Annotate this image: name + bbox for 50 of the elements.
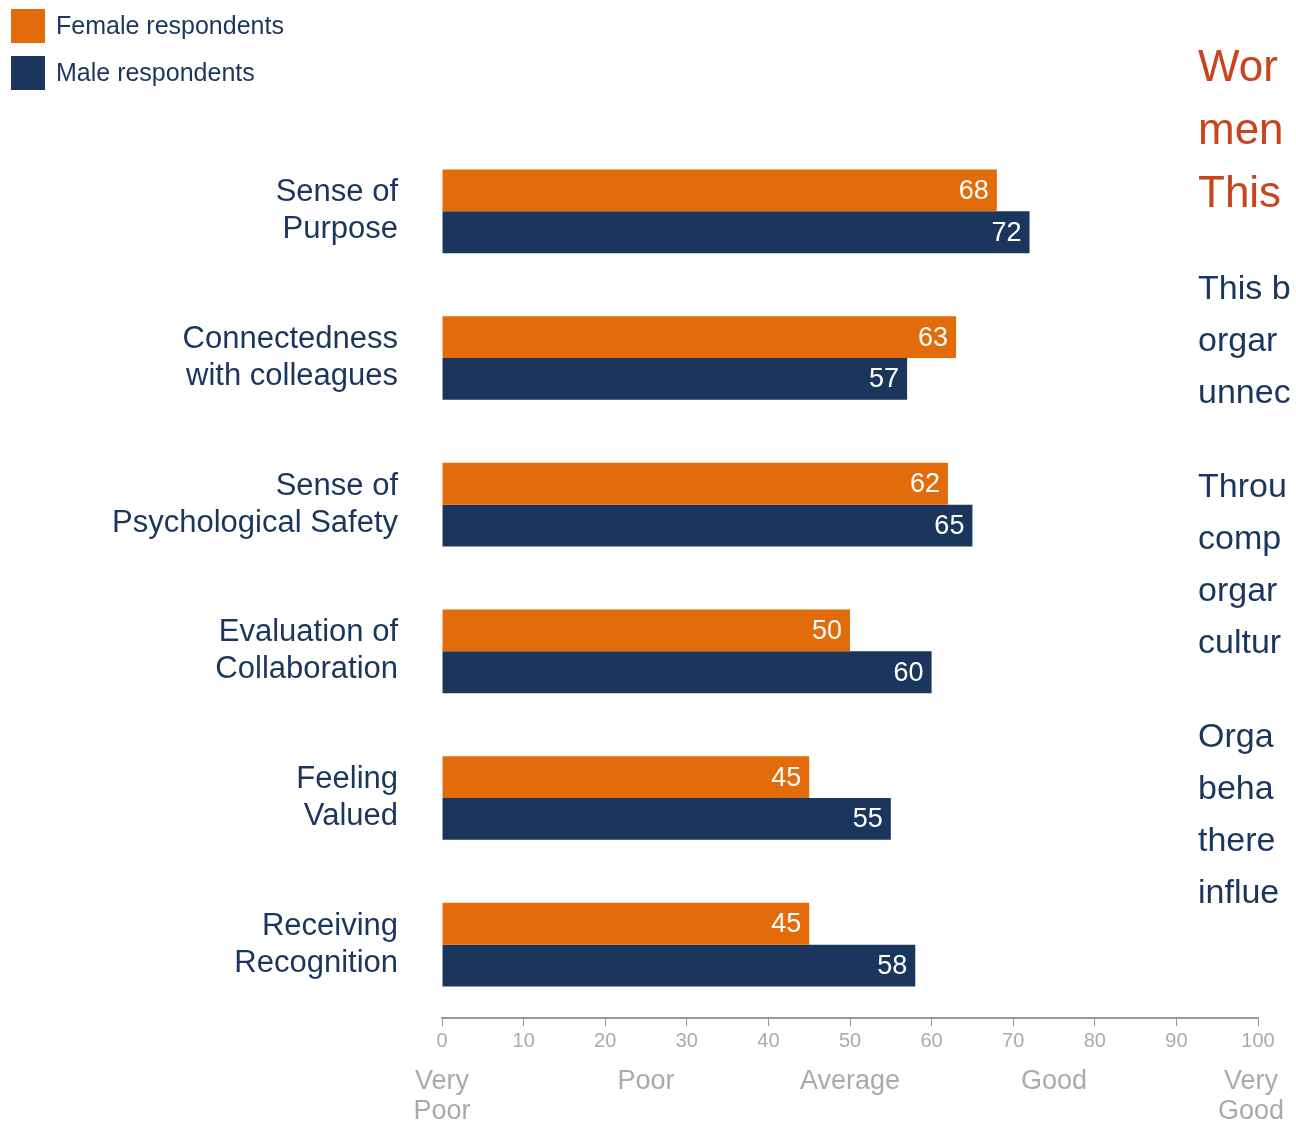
y-tick-label: Sense of Psychological Safety [111,466,399,539]
text: Average [799,1064,901,1095]
x-tick-label: 100 [1241,1028,1275,1051]
data-label: 45 [771,761,802,792]
bar [442,651,932,694]
x-tick-label: 70 [1002,1028,1025,1051]
bar [442,798,891,840]
bar [442,169,997,212]
x-tick-label: 50 [838,1028,862,1051]
bar [442,756,810,798]
data-label: 68 [958,174,989,205]
bar [442,358,908,400]
data-label: 57 [869,363,900,394]
bar [442,316,957,358]
x-tick-label: 60 [920,1028,943,1051]
data-label: 50 [811,614,843,645]
legend-label: Female respondents [56,11,284,40]
y-tick-label: Feeling Valued [296,759,399,833]
x-tick-label: 40 [757,1028,780,1051]
x-tick-label: 20 [594,1028,617,1051]
legend-label: Male respondents [56,58,255,87]
y-tick-label: Evaluation of Collaboration [215,613,399,686]
data-label: 60 [893,656,924,687]
text: Very Poor [413,1064,471,1125]
y-tick-label: Receiving Recognition [234,906,399,979]
data-label: 65 [934,510,965,541]
y-tick-label: Connectedness with colleagues [182,319,399,393]
x-tick-label: 0 [436,1028,448,1051]
text: This b orgar unnec Throu comp orgar cultur Orga beha there influe [1198,268,1291,910]
bar [442,462,948,505]
text: Poor [617,1064,675,1095]
data-label: 62 [909,468,940,499]
x-tick-label: 80 [1083,1028,1106,1051]
text: Good [1020,1064,1088,1095]
bar [442,504,973,547]
data-label: 63 [918,321,949,352]
x-tick-label: 10 [512,1028,535,1051]
data-label: 45 [771,908,802,939]
data-label: 55 [852,803,883,834]
bar [442,902,810,945]
bar [442,609,851,652]
chart-title: Wor men This [1198,40,1285,218]
x-tick-label: 90 [1165,1028,1188,1051]
bar [442,211,1030,254]
x-tick-label: 30 [675,1028,698,1051]
y-tick-label: Sense of Purpose [275,173,399,246]
bar [442,944,916,987]
text: Very Good [1217,1064,1285,1125]
data-label: 58 [877,950,908,981]
data-label: 72 [991,216,1022,247]
